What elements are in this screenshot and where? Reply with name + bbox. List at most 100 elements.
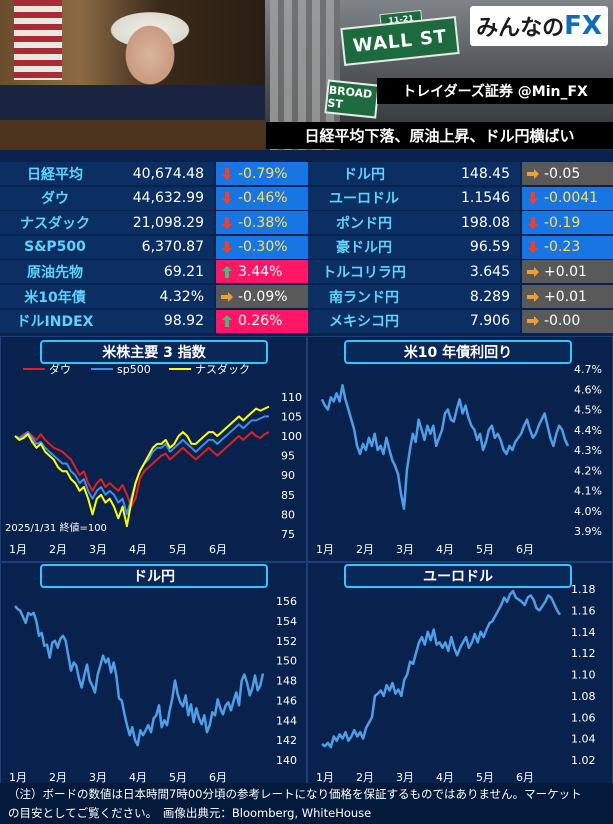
market-value: 7.906: [420, 309, 520, 333]
y-tick-label: 156: [276, 595, 297, 608]
y-tick-label: 1.16: [571, 604, 596, 617]
y-tick-label: 95: [281, 450, 295, 463]
market-row: トルコリラ円 3.645 +0.01: [308, 260, 613, 284]
y-tick-label: 4.2%: [574, 464, 602, 477]
disclaimer-line-1: （注）ボードの数値は日本時間7時00分頃の参考レートになり価格を保証するものでは…: [8, 787, 582, 801]
market-value: 40,674.48: [110, 162, 214, 185]
arrow-up-icon: [222, 315, 232, 328]
market-name: 米10年債: [0, 285, 110, 308]
broker-label: トレイダーズ証券 @Min_FX: [377, 78, 613, 104]
us-stocks-panel: 75 80 85 90 95 100 105 110 1月 2月 3月 4月 5月 6月 ダウ sp500 ナス…: [0, 336, 307, 562]
market-name: 豪ドル円: [308, 235, 420, 259]
market-change: 0.26%: [216, 309, 308, 333]
x-tick-label: 4月: [129, 771, 147, 783]
market-change-text: -0.38%: [238, 214, 288, 231]
disclaimer-line-2: の目安としてご覧ください。 画像出典元：Bloomberg, WhiteHous…: [8, 806, 372, 820]
market-change: -0.05: [522, 162, 613, 185]
y-tick-label: 75: [281, 528, 295, 541]
market-row: ドルINDEX 98.92 0.26%: [0, 309, 308, 333]
arrow-right-icon: [527, 168, 539, 179]
market-value: 69.21: [110, 260, 214, 284]
y-tick-label: 140: [276, 754, 297, 767]
legend-label: ダウ: [49, 362, 71, 376]
market-row: 米10年債 4.32% -0.09%: [0, 285, 308, 308]
arrow-down-icon: [528, 192, 538, 205]
series-line-2: [14, 405, 270, 528]
series-line-0: [321, 589, 562, 749]
x-tick-label: 2月: [49, 771, 67, 783]
arrow-down-icon: [222, 192, 232, 205]
market-row: S&P500 6,370.87 -0.30%: [0, 235, 308, 259]
market-change: -0.19: [522, 211, 613, 235]
arrow-down-icon: [222, 241, 232, 254]
market-value: 198.08: [420, 211, 520, 235]
market-value: 3.645: [420, 260, 520, 284]
market-value: 6,370.87: [110, 235, 214, 259]
market-row: 豪ドル円 96.59 -0.23: [308, 235, 613, 259]
y-tick-label: 4.1%: [574, 485, 602, 498]
y-tick-label: 1.10: [571, 669, 596, 682]
eurusd-chart: 1.02 1.04 1.06 1.08 1.10 1.12 1.14 1.16 1.18 1月 2月…: [316, 583, 596, 784]
x-tick-label: 1月: [316, 771, 334, 783]
market-row: メキシコ円 7.906 -0.00: [308, 309, 613, 333]
x-tick-label: 4月: [129, 543, 147, 556]
y-tick-label: 3.9%: [574, 525, 602, 538]
market-value: 98.92: [110, 309, 214, 333]
arrow-down-icon: [222, 216, 232, 229]
x-tick-label: 6月: [516, 543, 534, 556]
series-line-0: [14, 605, 265, 747]
y-tick-label: 80: [281, 508, 295, 521]
market-name: トルコリラ円: [308, 260, 420, 284]
y-tick-label: 110: [281, 391, 302, 404]
y-tick-label: 4.6%: [574, 383, 602, 396]
eurusd-panel: 1.02 1.04 1.06 1.08 1.10 1.12 1.14 1.16 1.18 1月 2月…: [307, 562, 613, 784]
arrow-right-icon: [221, 291, 233, 302]
x-tick-label: 3月: [89, 771, 107, 783]
market-name: ユーロドル: [308, 186, 420, 210]
y-tick-label: 144: [276, 714, 297, 727]
x-tick-label: 1月: [9, 543, 27, 556]
us-stocks-title: 米株主要 3 指数: [40, 340, 268, 364]
y-tick-label: 85: [281, 489, 295, 502]
market-value: 44,632.99: [110, 186, 214, 210]
series-line-0: [14, 431, 270, 508]
market-change: -0.0041: [522, 186, 613, 210]
baseline-note: 2025/1/31 終値=100: [5, 521, 107, 534]
market-value: 21,098.29: [110, 211, 214, 235]
market-value: 1.1546: [420, 186, 520, 210]
x-tick-label: 2月: [356, 771, 374, 783]
arrow-down-icon: [222, 167, 232, 180]
y-tick-label: 146: [276, 694, 297, 707]
market-value: 8.289: [420, 285, 520, 308]
market-change: 3.44%: [216, 260, 308, 284]
usdjpy-panel: 140 142 144 146 148 150 152 154 156 1月 2月 3月 4月 5月 6月: [0, 562, 307, 784]
market-change-text: -0.0041: [544, 190, 599, 207]
market-change-text: -0.30%: [238, 239, 288, 256]
y-tick-label: 90: [281, 469, 295, 482]
y-tick-label: 1.04: [571, 733, 596, 746]
y-tick-label: 4.7%: [574, 363, 602, 376]
y-tick-label: 154: [276, 615, 297, 628]
y-tick-label: 1.14: [571, 626, 596, 639]
us-stocks-chart: 75 80 85 90 95 100 105 110 1月 2月 3月 4月 5月 6月 ダウ sp500 ナス…: [5, 362, 302, 556]
headline: 日経平均下落、原油上昇、ドル円横ばい: [266, 122, 613, 149]
series-line-0: [320, 383, 570, 510]
y-tick-label: 4.5%: [574, 404, 602, 417]
legend-label: ナスダック: [195, 362, 250, 376]
x-tick-label: 2月: [356, 543, 374, 556]
y-tick-label: 150: [276, 655, 297, 668]
desk-image: [0, 120, 265, 150]
x-tick-label: 5月: [476, 771, 494, 783]
market-value: 148.45: [420, 162, 520, 185]
market-name: ドル円: [308, 162, 420, 185]
market-change: -0.23: [522, 235, 613, 259]
market-change-text: -0.05: [544, 165, 581, 182]
minna-no-fx-logo[interactable]: みんなの FX: [470, 6, 608, 46]
x-tick-label: 3月: [396, 771, 414, 783]
market-row: 南ランド円 8.289 +0.01: [308, 285, 613, 308]
market-change: +0.01: [522, 285, 613, 308]
market-name: ナスダック: [0, 211, 110, 235]
market-change: +0.01: [522, 260, 613, 284]
us-flag-image: [14, 0, 62, 80]
us10y-chart: 3.9% 4.0% 4.1% 4.2% 4.3% 4.4% 4.5% 4.6% 4.7% 1月 2月…: [316, 363, 602, 556]
